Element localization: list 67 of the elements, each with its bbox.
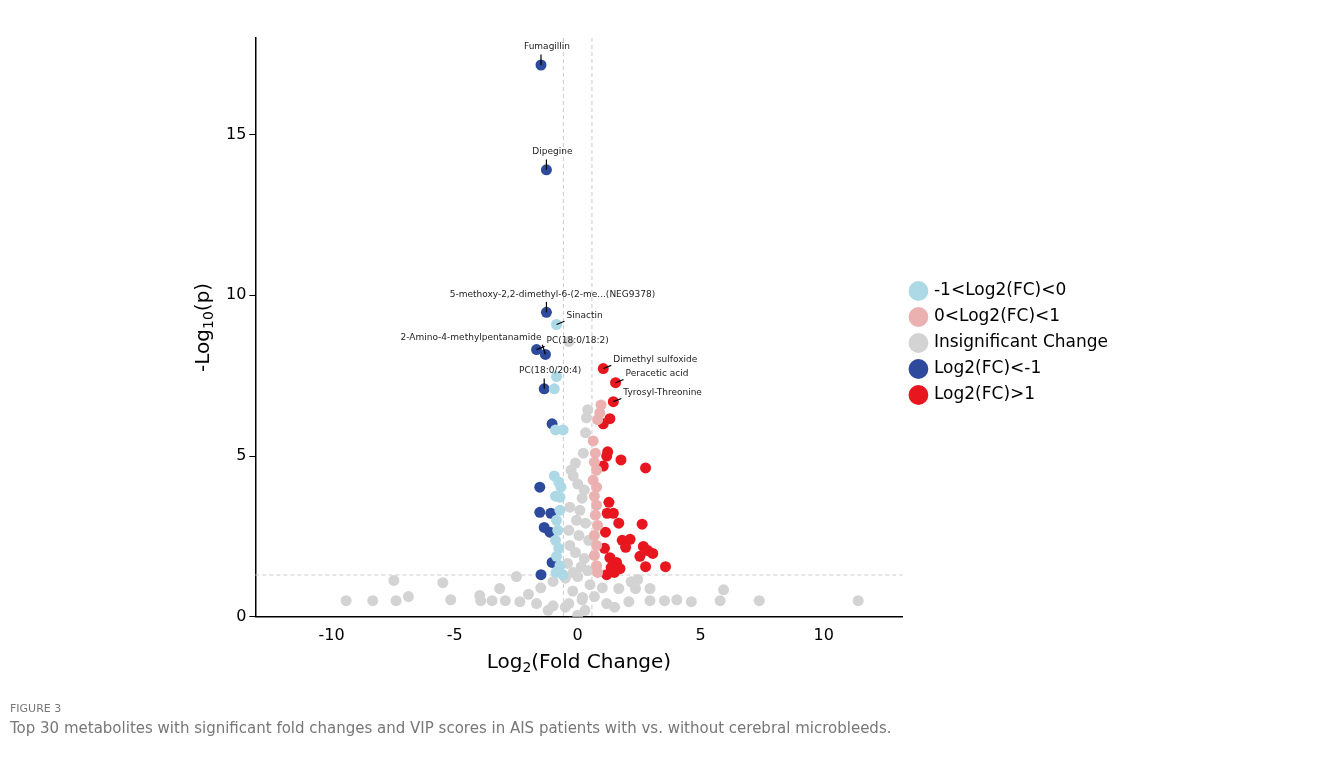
- point: [592, 519, 604, 531]
- point: [615, 454, 627, 466]
- point: [589, 447, 601, 459]
- legend-label: -1<Log2(FC)<0: [933, 279, 1067, 300]
- point: [534, 506, 546, 518]
- point: [603, 496, 615, 508]
- point: [552, 524, 564, 536]
- point: [636, 518, 648, 530]
- point: [539, 348, 551, 360]
- y-tick-label: 10: [226, 284, 247, 304]
- point: [647, 547, 659, 559]
- annotation: PC(18:0/18:2): [546, 334, 609, 345]
- point: [587, 435, 599, 447]
- point: [551, 514, 563, 526]
- caption: FIGURE 3: [10, 702, 63, 715]
- legend-label: 0<Log2(FC)<1: [933, 305, 1061, 326]
- point: [591, 539, 603, 551]
- point: [640, 561, 652, 573]
- point: [591, 499, 603, 511]
- point: [548, 383, 560, 395]
- point: [591, 481, 603, 493]
- annotation: 2-Amino-4-methylpentanamide: [400, 331, 542, 342]
- annotation: 5-methoxy-2,2-dimethyl-6-(2-me...(NEG9378): [449, 288, 656, 299]
- point: [601, 569, 613, 581]
- annotation: Peracetic acid: [625, 368, 689, 379]
- point: [588, 549, 600, 561]
- legend-label: Insignificant Change: [933, 331, 1108, 352]
- annotation: Sinactin: [566, 309, 603, 320]
- annotation: Dipegine: [532, 146, 573, 157]
- point: [589, 509, 601, 521]
- y-tick-label: 0: [236, 605, 247, 625]
- y-axis-title: -Log10(p): [189, 282, 216, 372]
- point: [540, 164, 552, 176]
- point: [660, 561, 672, 573]
- point: [607, 396, 619, 408]
- y-tick-label: 5: [236, 445, 247, 465]
- point: [613, 517, 625, 529]
- annotation: PC(18:0/20:4): [519, 365, 582, 376]
- annotation: Dimethyl sulfoxide: [613, 353, 698, 364]
- point: [634, 550, 646, 562]
- x-tick-label: 10: [813, 624, 834, 644]
- point: [599, 526, 611, 538]
- point: [534, 481, 546, 493]
- point: [554, 504, 566, 516]
- x-tick-label: 0: [572, 624, 583, 644]
- annotation: Fumagillin: [523, 41, 571, 52]
- point: [597, 363, 609, 375]
- point: [535, 569, 547, 581]
- point: [610, 377, 622, 389]
- point: [551, 550, 563, 562]
- point: [624, 533, 636, 545]
- x-tick-label: -5: [446, 624, 463, 644]
- y-tick-label: 15: [226, 123, 247, 143]
- point: [531, 344, 543, 356]
- point: [592, 414, 604, 426]
- text: Top 30 metabolites with significant fold changes and VIP scores in AIS patients with vs. without cerebral microbleeds.: [10, 719, 893, 737]
- annotation: Tyrosyl-Threonine: [622, 387, 703, 398]
- point: [588, 529, 600, 541]
- point: [591, 464, 603, 476]
- x-tick-label: -10: [318, 624, 345, 644]
- point: [540, 306, 552, 318]
- point: [588, 490, 600, 502]
- point: [640, 462, 652, 474]
- point: [551, 319, 563, 331]
- legend-label: Log2(FC)>1: [933, 383, 1036, 404]
- x-tick-label: 5: [695, 624, 706, 644]
- legend-label: Log2(FC)<-1: [933, 357, 1042, 378]
